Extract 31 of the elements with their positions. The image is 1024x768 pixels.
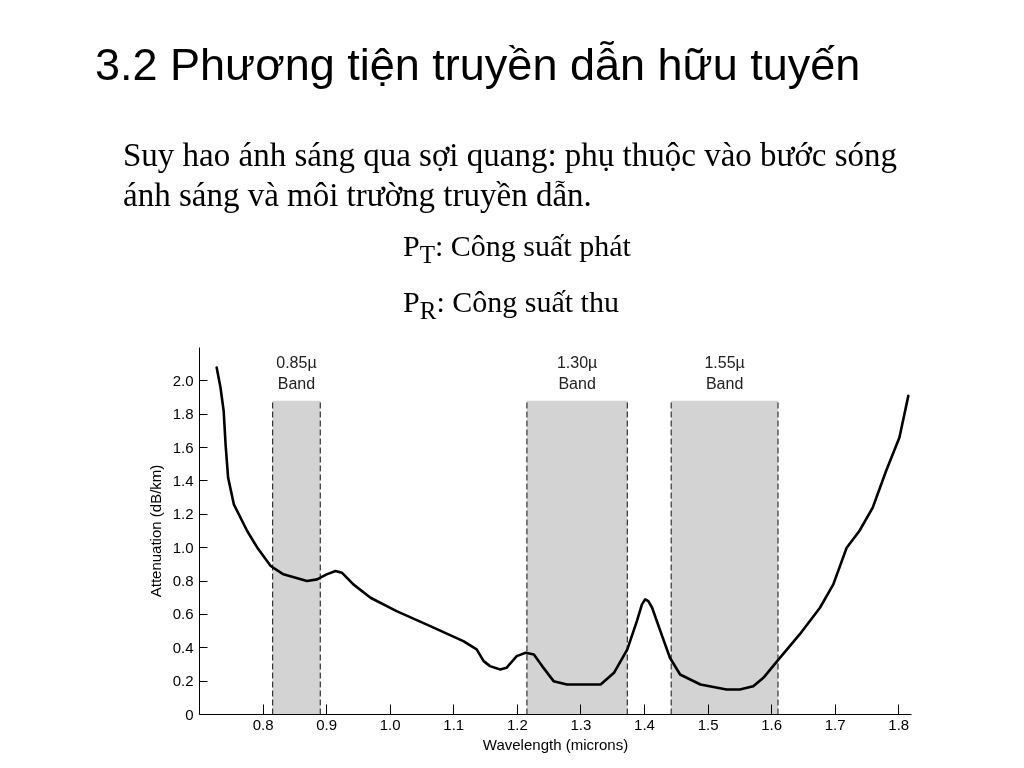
x-tick-label: 1.2 <box>506 715 528 733</box>
chart-title: 3.2 Phương tiện truyền dẫn hữu tuyến <box>95 38 861 92</box>
y-tick-label: 1.0 <box>172 538 194 556</box>
band-label: 1.30µ Band <box>556 353 598 392</box>
y-tick-label: 1.6 <box>172 438 194 456</box>
x-tick-label: 1.5 <box>697 715 719 733</box>
x-tick-label: 1.7 <box>824 715 846 733</box>
x-tick-label: 0.9 <box>316 715 338 733</box>
x-tick-label: 1.3 <box>570 715 592 733</box>
text: P$_{R}$: Công suất thu <box>403 284 619 326</box>
y-tick-label: 1.2 <box>172 505 194 523</box>
text: P$_{T}$: Công suất phát <box>403 228 631 270</box>
y-axis-title: Attenuation (dB/km) <box>146 464 164 598</box>
y-tick-label: 2.0 <box>172 371 194 389</box>
y-tick-label: 1.8 <box>172 405 194 423</box>
y-tick-label: 1.4 <box>172 471 194 489</box>
x-tick-label: 1.6 <box>761 715 783 733</box>
y-tick-label: 0.8 <box>172 572 194 590</box>
x-tick-label: 1.0 <box>379 715 401 733</box>
x-tick-label: 0.8 <box>252 715 274 733</box>
y-tick-label: 0.6 <box>172 605 194 623</box>
x-tick-label: 1.1 <box>443 715 465 733</box>
y-tick-label: 0.2 <box>172 672 194 690</box>
band-label: 0.85µ Band <box>276 353 317 392</box>
y-tick-label: 0.4 <box>172 638 194 656</box>
band-label: 1.55µ Band <box>704 353 745 392</box>
x-tick-label: 1.8 <box>888 715 910 733</box>
x-axis-title: Wavelength (microns) <box>482 735 629 753</box>
x-tick-label: 1.4 <box>634 715 655 733</box>
y-tick-label: 0 <box>185 705 194 723</box>
chart-subtitle: Suy hao ánh sáng qua sợi quang: phụ thuộc vào bước sóng ánh sáng và môi trường truyền dẫn. <box>123 136 899 215</box>
